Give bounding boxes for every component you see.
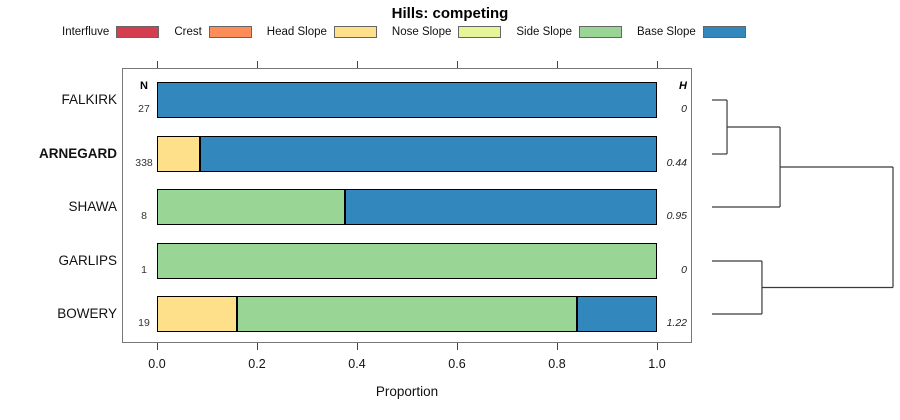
n-value: 1: [141, 264, 147, 276]
x-axis-tick: [257, 343, 258, 350]
x-axis-top-tick: [457, 61, 458, 68]
legend-swatch-nose-slope: [458, 26, 502, 38]
legend-swatch-base-slope: [702, 26, 746, 38]
legend-label: Base Slope: [637, 26, 696, 38]
bar-row-garlips: [157, 243, 657, 279]
x-axis-top-tick: [557, 61, 558, 68]
legend-item-base-slope: Base Slope: [637, 26, 746, 38]
legend-item-crest: Crest: [174, 26, 252, 38]
h-value: 0.95: [666, 210, 687, 222]
x-axis-tick-label: 0.4: [348, 357, 366, 371]
y-axis-label-arnegard: ARNEGARD: [38, 146, 117, 161]
bar-segment-side-slope: [237, 296, 577, 332]
x-axis-tick: [457, 343, 458, 350]
h-value: 0.44: [666, 157, 687, 169]
bar-segment-side-slope: [157, 243, 657, 279]
h-column-header: H: [679, 80, 687, 92]
legend-item-interfluve: Interfluve: [62, 26, 160, 38]
dendrogram: [712, 99, 894, 315]
y-axis-label-bowery: BOWERY: [57, 306, 117, 321]
legend-item-nose-slope: Nose Slope: [391, 26, 502, 38]
legend-swatch-interfluve: [116, 26, 160, 38]
legend-swatch-head-slope: [333, 26, 377, 38]
n-column-header: N: [140, 80, 148, 92]
legend: Interfluve Crest Head Slope Nose Slope Side …: [62, 26, 746, 38]
legend-label: Nose Slope: [391, 26, 452, 38]
bar-row-falkirk: [157, 82, 657, 118]
n-value: 19: [138, 317, 150, 329]
y-axis-label-falkirk: FALKIRK: [61, 92, 117, 107]
bar-segment-base-slope: [157, 82, 657, 118]
legend-swatch-crest: [208, 26, 252, 38]
chart-title: Hills: competing: [391, 5, 509, 22]
x-axis-tick: [657, 343, 658, 350]
h-value: 0: [681, 103, 687, 115]
x-axis-tick: [357, 343, 358, 350]
bar-segment-base-slope: [200, 136, 657, 172]
legend-label: Head Slope: [266, 26, 327, 38]
n-value: 8: [141, 210, 147, 222]
x-axis-tick-label: 0.8: [548, 357, 566, 371]
bar-row-bowery: [157, 296, 657, 332]
x-axis-tick-label: 0.0: [148, 357, 166, 371]
x-axis-tick-label: 0.2: [248, 357, 266, 371]
legend-item-head-slope: Head Slope: [267, 26, 377, 38]
bar-segment-side-slope: [157, 189, 345, 225]
h-value: 1.22: [666, 317, 687, 329]
legend-item-side-slope: Side Slope: [516, 26, 622, 38]
x-axis-tick: [157, 343, 158, 350]
legend-label: Interfluve: [62, 26, 110, 38]
x-axis-top-tick: [357, 61, 358, 68]
x-axis-top-tick: [157, 61, 158, 68]
h-value: 0: [681, 264, 687, 276]
x-axis-title: Proportion: [375, 384, 439, 399]
y-axis-label-garlips: GARLIPS: [58, 253, 117, 268]
legend-label: Crest: [174, 26, 202, 38]
bar-segment-base-slope: [345, 189, 657, 225]
legend-swatch-side-slope: [579, 26, 622, 38]
x-axis-top-tick: [257, 61, 258, 68]
n-value: 338: [135, 157, 153, 169]
bar-segment-base-slope: [577, 296, 657, 332]
bar-row-shawa: [157, 189, 657, 225]
bar-segment-head-slope: [157, 136, 200, 172]
x-axis-top-tick: [657, 61, 658, 68]
x-axis-tick-label: 0.6: [448, 357, 466, 371]
x-axis-tick-label: 1.0: [648, 357, 666, 371]
y-axis-label-shawa: SHAWA: [68, 199, 117, 214]
x-axis-tick: [557, 343, 558, 350]
n-value: 27: [138, 103, 150, 115]
legend-label: Side Slope: [516, 26, 572, 38]
bar-row-arnegard: [157, 136, 657, 172]
bar-segment-head-slope: [157, 296, 237, 332]
plot-frame: [122, 68, 692, 343]
